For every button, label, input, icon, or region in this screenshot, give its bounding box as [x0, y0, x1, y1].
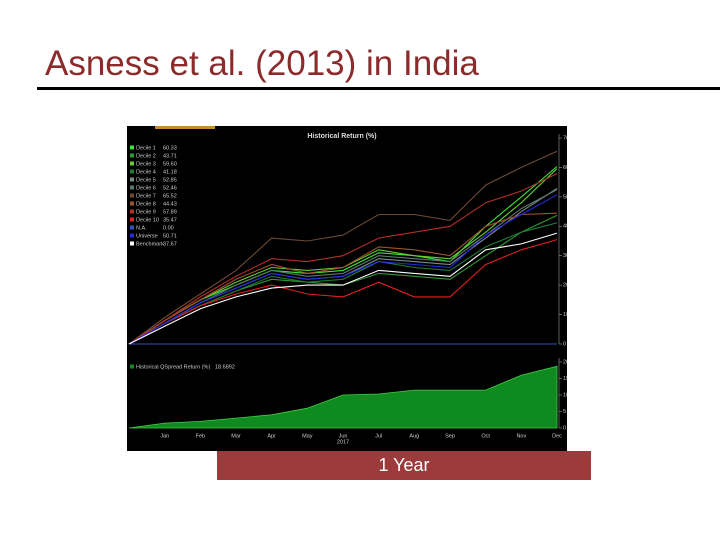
legend-label: Decile 1 — [136, 145, 156, 151]
legend-value: 44.43 — [163, 201, 177, 207]
x-tick-label: Aug — [409, 433, 419, 439]
x-tick-label: Oct — [481, 433, 490, 439]
x-tick-label: Jan — [160, 433, 169, 439]
legend-label: Decile 2 — [136, 153, 156, 159]
legend-label: Decile 9 — [136, 209, 156, 215]
y-tick-label: 10 — [563, 312, 567, 318]
legend-value: 18.6892 — [215, 364, 235, 370]
x-tick-label: May — [302, 433, 313, 439]
legend-swatch — [130, 185, 134, 190]
x-tick-label: Jun — [339, 433, 348, 439]
legend-swatch — [130, 209, 134, 214]
legend-value: 41.18 — [163, 169, 177, 175]
series-line — [128, 194, 558, 345]
legend-value: 35.47 — [163, 217, 177, 223]
y-tick-label: 70 — [563, 135, 567, 141]
toolbar — [155, 126, 215, 129]
y-tick-label: 0 — [563, 425, 566, 431]
legend-swatch — [130, 217, 134, 222]
legend-swatch — [130, 177, 134, 182]
slide-title: Asness et al. (2013) in India — [45, 44, 479, 83]
legend-swatch — [130, 161, 134, 166]
legend-value: 60.33 — [163, 145, 177, 151]
legend-value: 57.89 — [163, 209, 177, 215]
legend-swatch — [130, 153, 134, 158]
legend-value: 43.71 — [163, 153, 177, 159]
legend-swatch — [130, 233, 134, 238]
legend-label: Decile 4 — [136, 169, 156, 175]
period-button[interactable]: 1 Year — [217, 451, 591, 480]
legend-value: 50.71 — [163, 233, 177, 239]
y-tick-label: 20 — [563, 359, 567, 365]
title-rule — [37, 87, 720, 90]
x-tick-label: Mar — [231, 433, 241, 439]
legend-label: Decile 5 — [136, 177, 156, 183]
series-line — [128, 173, 558, 345]
legend-label: Decile 6 — [136, 185, 156, 191]
area — [128, 365, 558, 429]
x-tick-label: Dec — [552, 433, 562, 439]
series-line — [128, 150, 558, 345]
legend-swatch — [130, 225, 134, 230]
legend-label: Decile 10 — [136, 217, 159, 223]
legend-label: Decile 7 — [136, 193, 156, 199]
legend-label: Decile 8 — [136, 201, 156, 207]
chart: Historical Return (%) 010203040506070Dec… — [127, 126, 567, 451]
y-tick-label: 5 — [563, 409, 566, 415]
legend-label: N.A. — [136, 225, 147, 231]
y-tick-label: 0 — [563, 341, 566, 347]
chart-title: Historical Return (%) — [307, 133, 376, 140]
x-tick-label: Nov — [516, 433, 526, 439]
legend-value: 0.00 — [163, 225, 174, 231]
y-tick-label: 30 — [563, 253, 567, 259]
x-tick-label: Sep — [445, 433, 455, 439]
series-line — [128, 212, 558, 345]
y-tick-label: 60 — [563, 165, 567, 171]
legend-value: 52.85 — [163, 177, 177, 183]
x-tick-label: Feb — [196, 433, 205, 439]
legend-swatch — [130, 145, 134, 150]
legend-value: 37.67 — [163, 241, 177, 247]
x-tick-label: Apr — [267, 433, 276, 439]
legend-value: 65.52 — [163, 193, 177, 199]
y-tick-label: 50 — [563, 194, 567, 200]
legend-label: Benchmark — [136, 241, 164, 247]
series-line — [128, 239, 558, 345]
legend-value: 59.60 — [163, 161, 177, 167]
legend-label: Decile 3 — [136, 161, 156, 167]
y-tick-label: 20 — [563, 283, 567, 289]
x-tick-label: Jul — [375, 433, 382, 439]
legend-label: Historical QSpread Return (%) — [136, 364, 210, 370]
legend-swatch — [130, 241, 134, 246]
legend-label: Universe — [136, 233, 158, 239]
legend-value: 52.46 — [163, 185, 177, 191]
y-tick-label: 15 — [563, 376, 567, 382]
legend-swatch — [130, 193, 134, 198]
y-tick-label: 40 — [563, 224, 567, 230]
y-tick-label: 10 — [563, 392, 567, 398]
legend-swatch — [130, 201, 134, 206]
legend-swatch — [130, 364, 134, 369]
legend-swatch — [130, 169, 134, 174]
series-line — [128, 232, 558, 345]
x-year-label: 2017 — [337, 439, 349, 445]
